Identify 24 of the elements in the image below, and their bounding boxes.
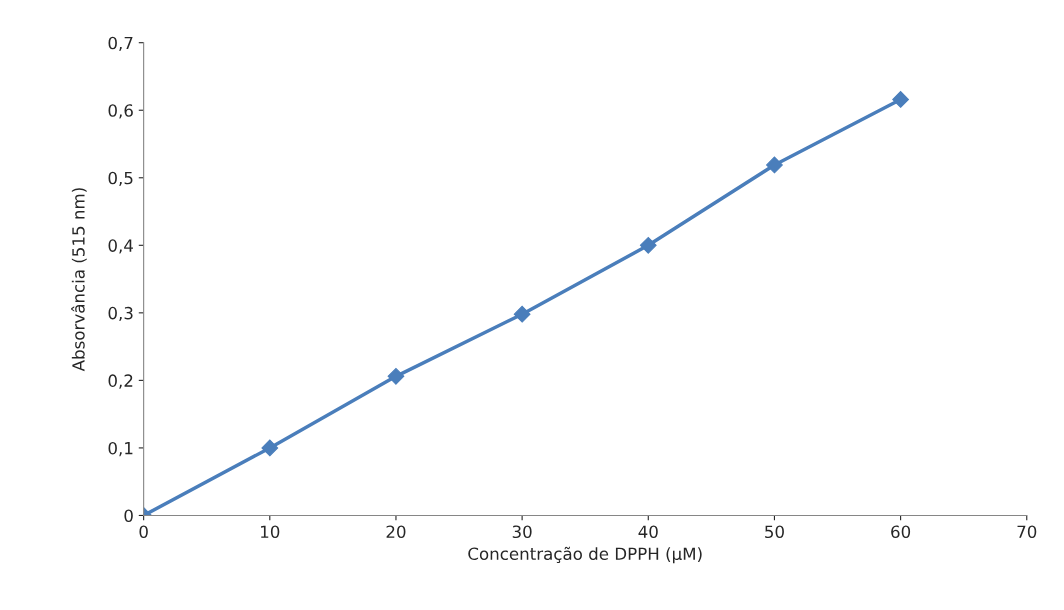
y-tick-label: 0,2 <box>108 374 133 389</box>
point <box>261 439 279 457</box>
y-tick-label: 0,6 <box>108 104 133 119</box>
y-tick-label: 0 <box>124 509 133 523</box>
x-tick-label: 0 <box>139 525 148 539</box>
point <box>387 367 405 385</box>
y-tick-label: 0,5 <box>108 171 133 187</box>
x-tick-label: 60 <box>891 525 911 539</box>
x-tick-label: 40 <box>638 525 658 539</box>
y-tick-label: 0,7 <box>108 36 133 51</box>
x-tick-label: 10 <box>261 525 280 539</box>
x-axis-title: Concentração de DPPH (µM) <box>468 546 702 564</box>
x-tick-label: 30 <box>512 525 532 539</box>
x-tick-label: 50 <box>765 525 784 539</box>
y-axis-title: Absorvância (515 nm) <box>71 188 87 372</box>
y-tick-label: 0,4 <box>108 239 133 254</box>
point <box>766 156 783 174</box>
point <box>513 305 531 323</box>
y-tick-label: 0,3 <box>108 306 133 322</box>
point <box>892 91 909 108</box>
x-tick-label: 20 <box>386 525 406 539</box>
point <box>639 236 657 254</box>
y-tick-label: 0,1 <box>108 441 133 457</box>
x-tick-label: 70 <box>1017 525 1037 539</box>
